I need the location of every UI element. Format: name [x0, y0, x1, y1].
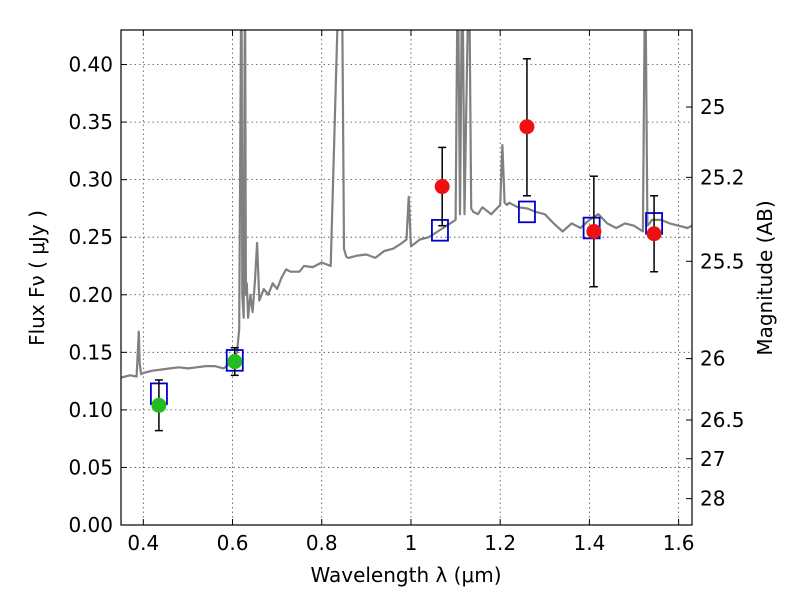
nir-data-point: [586, 223, 602, 239]
y2-tick-label: 26: [700, 347, 725, 371]
y-tick-label: 0.40: [68, 53, 113, 77]
model-box: [431, 219, 449, 242]
nir-data-point: [434, 179, 450, 195]
model-box: [518, 200, 536, 224]
x-tick-label: 1.6: [663, 531, 695, 555]
x-tick-label: 0.6: [217, 531, 249, 555]
optical-data-point: [227, 354, 243, 370]
y2-tick-label: 27: [700, 447, 725, 471]
y2-tick-label: 28: [700, 487, 725, 511]
x-tick-label: 0.4: [127, 531, 159, 555]
x-tick-label: 1.4: [573, 531, 605, 555]
y-tick-label: 0.30: [68, 168, 113, 192]
x-tick-label: 1.2: [484, 531, 516, 555]
y-tick-label: 0.00: [68, 513, 113, 537]
y-axis-ticks: 0.00 0.05 0.10 0.15 0.20 0.25 0.30 0.35 0.40: [68, 53, 127, 537]
y-axis-label: Flux Fν ( μJy ): [25, 210, 49, 346]
x-tick-label: 0.8: [306, 531, 338, 555]
x-tick-label: 1: [405, 531, 418, 555]
y2-axis-label: Magnitude (AB): [753, 200, 777, 355]
data-point-series: [151, 119, 662, 413]
x-axis-label: Wavelength λ (μm): [310, 563, 501, 587]
y2-tick-label: 26.5: [700, 408, 745, 432]
optical-data-point: [151, 397, 167, 413]
spectrum-line: [121, 30, 692, 379]
spectrum-series: [121, 30, 692, 379]
y-tick-label: 0.20: [68, 283, 113, 307]
y-tick-label: 0.15: [68, 340, 113, 364]
y2-tick-label: 25.2: [700, 165, 745, 189]
y2-tick-label: 25: [700, 95, 725, 119]
x-axis-ticks: 0.4 0.6 0.8 1 1.2 1.4 1.6: [127, 30, 695, 555]
grid-lines: [121, 30, 692, 526]
y-tick-label: 0.05: [68, 455, 113, 479]
y2-tick-label: 25.5: [700, 249, 745, 273]
nir-data-point: [519, 119, 535, 135]
y2-axis-ticks: 25 25.2 25.5 26 26.5 27 28: [686, 95, 745, 511]
y-tick-label: 0.10: [68, 398, 113, 422]
y-tick-label: 0.25: [68, 225, 113, 249]
plot-frame: [120, 29, 693, 526]
y-tick-label: 0.35: [68, 110, 113, 134]
nir-data-point: [646, 226, 662, 242]
